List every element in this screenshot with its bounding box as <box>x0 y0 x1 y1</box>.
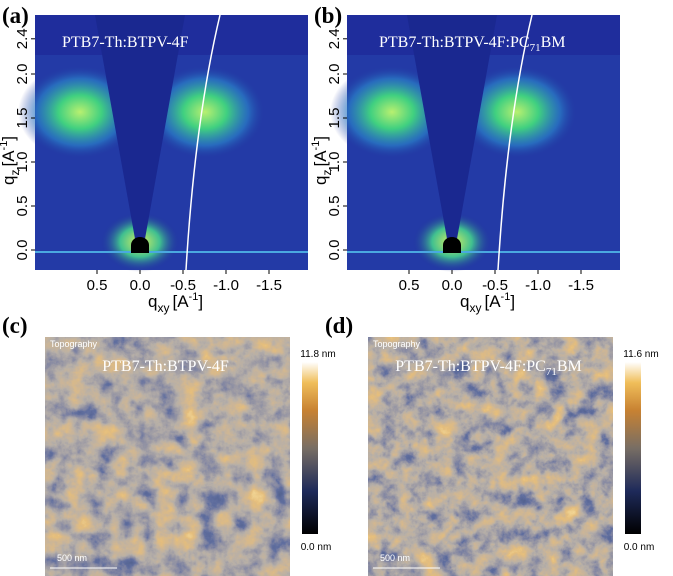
afm-image <box>45 337 290 576</box>
colorbar <box>625 362 641 534</box>
axis-unit: [A <box>0 150 18 167</box>
panel-label: (a) <box>2 3 29 28</box>
y-tick-label: 0.0 <box>14 240 31 261</box>
beamstop <box>131 245 149 253</box>
axis-label: qxy [A-1] <box>148 291 203 315</box>
x-tick-label: 0.0 <box>442 277 463 294</box>
x-tick-label: -0.5 <box>482 277 508 294</box>
x-tick-label: -1.0 <box>525 277 551 294</box>
y-tick-label: 0.5 <box>326 196 343 217</box>
x-tick-label: 0.5 <box>399 277 420 294</box>
panel-title: PTB7-Th:BTPV-4F:PC71BM <box>379 34 565 54</box>
scale-bar-label: 500 nm <box>380 553 410 563</box>
title-sub: 71 <box>546 366 557 378</box>
title-end: BM <box>541 34 566 51</box>
axis-unit: [A <box>311 150 330 167</box>
title-main: PTB7-Th:BTPV-4F:PC <box>379 34 530 51</box>
y-tick-label: 2.0 <box>14 64 31 85</box>
axis-sub: z <box>8 170 22 176</box>
x-tick-label: -1.0 <box>213 277 239 294</box>
axis-sup: -1 <box>310 141 322 151</box>
y-tick-label: 1.5 <box>326 108 343 129</box>
axis-q: q <box>148 292 157 311</box>
y-tick-label: 1.0 <box>14 152 31 173</box>
axis-close: ] <box>311 136 330 141</box>
panel-label: (c) <box>2 313 28 338</box>
panel-label: (d) <box>325 313 353 338</box>
y-tick-label: 2.4 <box>326 28 343 49</box>
panel-title: PTB7-Th:BTPV-4F <box>102 358 229 375</box>
axis-sup: -1 <box>501 291 511 303</box>
x-tick-label: -1.5 <box>568 277 594 294</box>
colorbar-min: 0.0 nm <box>301 542 332 553</box>
axis-sub: z <box>320 170 334 176</box>
afm-image <box>368 337 613 576</box>
axis-unit: [A <box>172 292 189 311</box>
axis-q: q <box>0 176 18 185</box>
detector-gap <box>185 14 221 271</box>
y-tick-label: 1.0 <box>326 152 343 173</box>
lamella-peak <box>143 64 267 160</box>
x-tick-label: 0.0 <box>130 277 151 294</box>
x-tick-label: -0.5 <box>170 277 196 294</box>
colorbar-max: 11.8 nm <box>300 349 335 360</box>
y-tick-label: 0.5 <box>14 196 31 217</box>
axis-label: qxy [A-1] <box>460 291 515 315</box>
y-tick-label: 2.4 <box>14 28 31 49</box>
missing-wedge <box>95 15 185 250</box>
x-tick-label: -1.5 <box>256 277 282 294</box>
axis-close: ] <box>510 292 515 311</box>
axis-q: q <box>311 176 330 185</box>
title-main: PTB7-Th:BTPV-4F <box>62 34 189 51</box>
scale-bar-label: 500 nm <box>57 553 87 563</box>
panel-title: PTB7-Th:BTPV-4F:PC71BM <box>395 358 581 378</box>
x-tick-label: 0.5 <box>87 277 108 294</box>
beamstop <box>443 245 461 253</box>
title-main: PTB7-Th:BTPV-4F:PC <box>395 358 546 375</box>
axis-sub: xy <box>469 301 481 315</box>
detector-gap <box>497 14 533 271</box>
axis-sup: -1 <box>189 291 199 303</box>
colorbar <box>302 362 318 534</box>
y-tick-label: 2.0 <box>326 64 343 85</box>
title-sub: 71 <box>530 42 541 54</box>
missing-wedge <box>407 15 497 250</box>
title-end: BM <box>557 358 582 375</box>
axis-label: qz [A-1] <box>0 136 22 185</box>
lamella-peak <box>455 64 579 160</box>
axis-close: ] <box>0 136 18 141</box>
axis-sub: xy <box>157 301 169 315</box>
axis-sup: -1 <box>0 141 10 151</box>
axis-q: q <box>460 292 469 311</box>
colorbar-max: 11.6 nm <box>623 349 658 360</box>
axis-label: qz [A-1] <box>310 136 334 185</box>
afm-mode: Topography <box>50 339 98 349</box>
axis-unit: [A <box>484 292 501 311</box>
afm-mode: Topography <box>373 339 421 349</box>
panel-title: PTB7-Th:BTPV-4F <box>62 34 189 51</box>
title-main: PTB7-Th:BTPV-4F <box>102 358 229 375</box>
y-tick-label: 1.5 <box>14 108 31 129</box>
panel-label: (b) <box>314 3 342 28</box>
axis-close: ] <box>198 292 203 311</box>
colorbar-min: 0.0 nm <box>624 542 655 553</box>
y-tick-label: 0.0 <box>326 240 343 261</box>
